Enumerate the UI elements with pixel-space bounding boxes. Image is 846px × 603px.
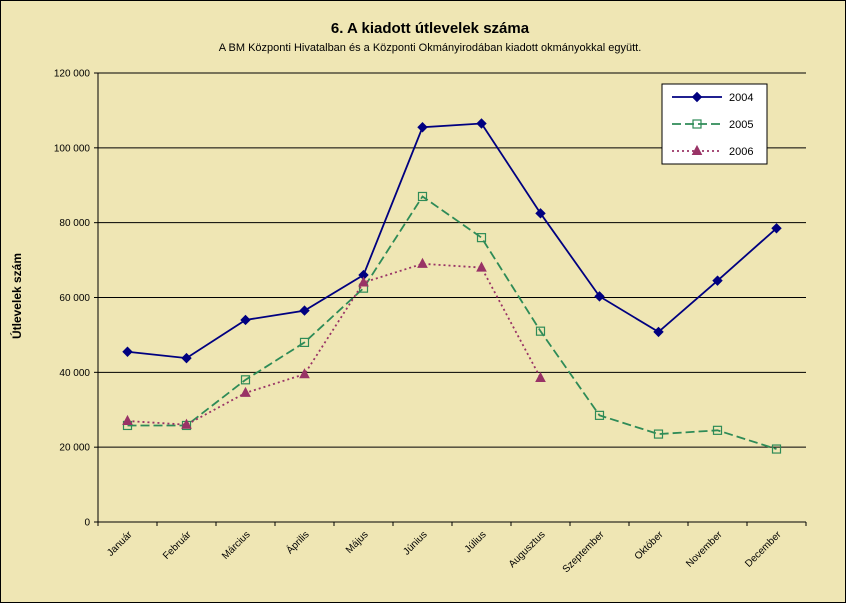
legend: 2004 2005 2006	[661, 83, 768, 165]
series-line-2005	[127, 195, 777, 450]
data-point-2004	[653, 326, 664, 338]
data-point-2005	[417, 191, 428, 202]
data-point-2004	[417, 122, 428, 133]
data-point-2006	[535, 371, 546, 382]
chart-title: 6. A kiadott útlevelek száma	[331, 20, 530, 37]
data-point-2004	[594, 291, 605, 302]
data-point-2006	[358, 276, 369, 287]
legend-marker-2006	[691, 144, 703, 155]
legend-label-2004: 2004	[729, 92, 753, 104]
legend-marker-2004	[691, 91, 703, 103]
x-tick-label: Június	[401, 529, 429, 557]
legend-label-2005: 2005	[729, 119, 753, 131]
x-tick-label: Január	[105, 529, 135, 559]
data-point-2004	[181, 352, 192, 364]
data-point-2005	[712, 425, 723, 435]
data-point-2005	[653, 429, 664, 439]
data-point-2004	[240, 314, 251, 326]
series-2006	[122, 257, 546, 429]
y-tick-label: 120 000	[54, 69, 91, 80]
series-group	[122, 118, 782, 454]
x-tick-label: Április	[283, 528, 311, 556]
y-tick-label: 100 000	[54, 143, 91, 154]
data-point-2004	[712, 275, 723, 286]
series-2005	[122, 191, 782, 454]
data-point-2006	[476, 261, 487, 272]
y-axis-label: Útlevelek szám	[9, 253, 24, 339]
data-point-2006	[240, 386, 251, 397]
legend-label-2006: 2006	[729, 146, 753, 158]
y-tick-label: 40 000	[59, 368, 90, 379]
data-point-2006	[122, 414, 133, 425]
axes	[94, 72, 807, 526]
y-tick-labels: 0 20 000 40 000 60 000 80 000 100 000 120 000	[54, 69, 91, 529]
series-line-2006	[127, 262, 542, 426]
data-point-2005	[299, 337, 310, 347]
data-point-2005	[535, 326, 546, 336]
data-point-2005	[476, 233, 487, 243]
x-tick-label: Szeptember	[561, 529, 607, 575]
x-tick-label: Március	[220, 529, 253, 562]
data-point-2004	[122, 346, 133, 357]
series-line-2004	[127, 122, 778, 360]
data-point-2006	[299, 368, 310, 379]
data-point-2006	[417, 257, 428, 268]
data-point-2004	[476, 118, 487, 129]
x-tick-label: Augusztus	[507, 529, 548, 570]
series-2004	[122, 118, 782, 364]
x-tick-label: November	[684, 529, 725, 570]
legend-marker-2005	[692, 119, 702, 129]
data-point-2004	[535, 208, 546, 219]
data-point-2004	[771, 223, 782, 234]
y-tick-label: 0	[84, 518, 90, 529]
x-tick-label: Október	[633, 529, 666, 562]
y-tick-label: 60 000	[59, 293, 90, 304]
data-point-2005	[594, 410, 605, 420]
data-point-2005	[771, 444, 782, 454]
gridlines	[98, 72, 806, 448]
data-point-2005	[240, 375, 251, 385]
x-tick-labels: Január Február Március Április Május Június Jú…	[105, 528, 784, 575]
chart-subtitle: A BM Központi Hivatalban és a Központi O…	[219, 42, 642, 54]
x-tick-label: December	[743, 529, 784, 570]
y-tick-label: 20 000	[59, 443, 90, 454]
x-tick-label: Május	[344, 529, 371, 556]
y-tick-label: 80 000	[59, 218, 90, 229]
data-point-2006	[181, 418, 192, 429]
x-tick-label: Február	[161, 529, 194, 562]
data-point-2004	[299, 305, 310, 316]
x-tick-label: Július	[463, 529, 489, 555]
